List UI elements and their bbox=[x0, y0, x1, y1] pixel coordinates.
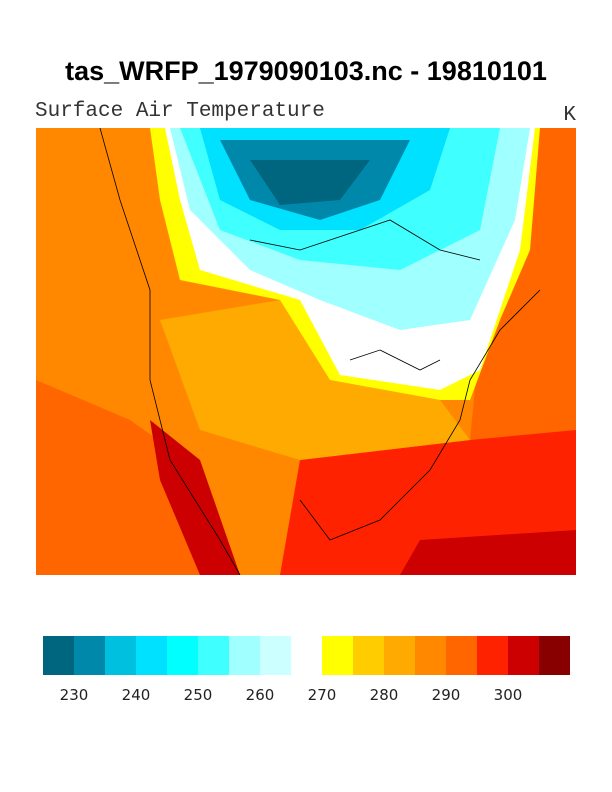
colorbar-box bbox=[291, 636, 322, 675]
colorbar: 230 240 250 260 270 280 290 300 bbox=[43, 636, 570, 704]
colorbar-box bbox=[322, 636, 353, 675]
left-string: Surface Air Temperature bbox=[35, 100, 325, 123]
title: tas_WRFP_1979090103.nc - 19810101 bbox=[65, 56, 547, 86]
colorbar-box bbox=[415, 636, 446, 675]
colorbar-label: 280 bbox=[370, 686, 399, 704]
colorbar-box bbox=[105, 636, 136, 675]
colorbar-box bbox=[446, 636, 477, 675]
colorbar-box bbox=[43, 636, 74, 675]
colorbar-box bbox=[508, 636, 539, 675]
colorbar-label: 230 bbox=[60, 686, 89, 704]
colorbar-label: 260 bbox=[246, 686, 275, 704]
colorbar-box bbox=[260, 636, 291, 675]
colorbar-label: 250 bbox=[184, 686, 213, 704]
colorbar-box bbox=[74, 636, 105, 675]
colorbar-label: 290 bbox=[432, 686, 461, 704]
colorbar-label: 270 bbox=[308, 686, 337, 704]
colorbar-label: 240 bbox=[122, 686, 151, 704]
colorbar-box bbox=[539, 636, 570, 675]
colorbar-box bbox=[198, 636, 229, 675]
colorbar-box bbox=[353, 636, 384, 675]
colorbar-box bbox=[477, 636, 508, 675]
colorbar-box bbox=[136, 636, 167, 675]
colorbar-box bbox=[229, 636, 260, 675]
right-string: K bbox=[563, 104, 576, 127]
colorbar-label: 300 bbox=[494, 686, 523, 704]
map bbox=[36, 128, 576, 575]
colorbar-box bbox=[167, 636, 198, 675]
colorbar-box bbox=[384, 636, 415, 675]
